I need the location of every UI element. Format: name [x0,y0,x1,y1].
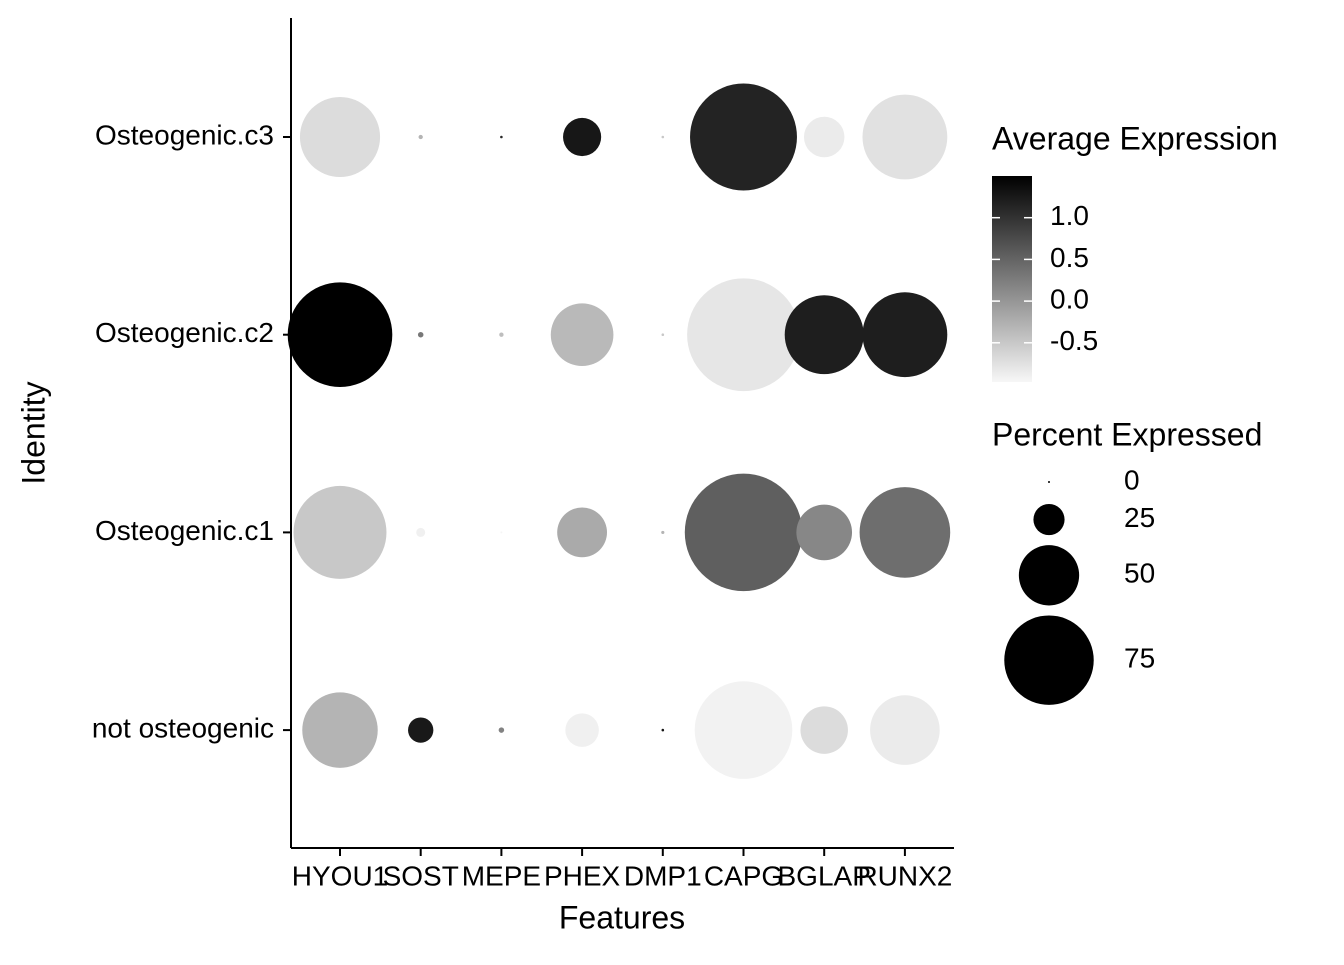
color-legend-title: Average Expression [992,120,1278,156]
x-tick-label: BGLAP [778,860,871,891]
dot [687,278,800,392]
dot [557,507,608,558]
dot [661,530,665,534]
dot [302,692,378,768]
size-legend-dot [1033,504,1065,536]
colorbar-tick-label: 0.0 [1050,283,1089,314]
dot [499,332,504,337]
colorbar-tick-label: 0.5 [1050,242,1089,273]
dot [417,331,424,338]
x-tick-label: CAPG [704,860,783,891]
dot [859,487,951,578]
x-tick-label: PHEX [544,860,621,891]
dot [796,504,853,561]
size-legend-label: 0 [1124,464,1140,495]
dot [661,333,665,336]
dot [299,96,381,178]
dot [550,303,614,367]
x-axis-title: Features [559,899,685,935]
x-tick-label: RUNX2 [857,860,952,891]
dot [661,135,665,139]
y-tick-label: Osteogenic.c1 [95,515,274,546]
dot [661,728,665,732]
dot [565,713,599,747]
x-tick-label: MEPE [462,860,541,891]
size-legend-dot [1048,481,1050,483]
y-axis-title: Identity [15,381,51,484]
dot [862,94,948,180]
y-tick-label: Osteogenic.c2 [95,317,274,348]
x-tick-label: DMP1 [624,860,702,891]
dot [293,485,387,579]
dot [862,292,948,378]
colorbar [992,176,1032,382]
size-legend-title: Percent Expressed [992,416,1262,452]
dot [803,116,845,158]
dot [500,135,503,139]
dot [870,695,940,765]
dot [498,727,505,733]
y-tick-label: not osteogenic [92,712,274,743]
dot [408,717,434,743]
dot [684,473,803,592]
x-tick-label: HYOU1 [292,860,388,891]
dot [287,282,393,388]
dot [784,295,864,375]
y-tick-label: Osteogenic.c3 [95,119,274,150]
dot [418,134,423,140]
x-tick-label: SOST [383,860,459,891]
size-legend-label: 25 [1124,502,1155,533]
size-legend-label: 50 [1124,558,1155,589]
size-legend-label: 75 [1124,643,1155,674]
colorbar-tick-label: 1.0 [1050,200,1089,231]
size-legend-dot [1018,545,1080,606]
dot [416,527,426,537]
dot [500,531,503,534]
size-legend-dot [1004,615,1094,705]
dot [690,83,797,191]
dot [694,681,793,779]
dot [563,117,602,157]
dot [800,706,848,754]
colorbar-tick-label: -0.5 [1050,325,1098,356]
